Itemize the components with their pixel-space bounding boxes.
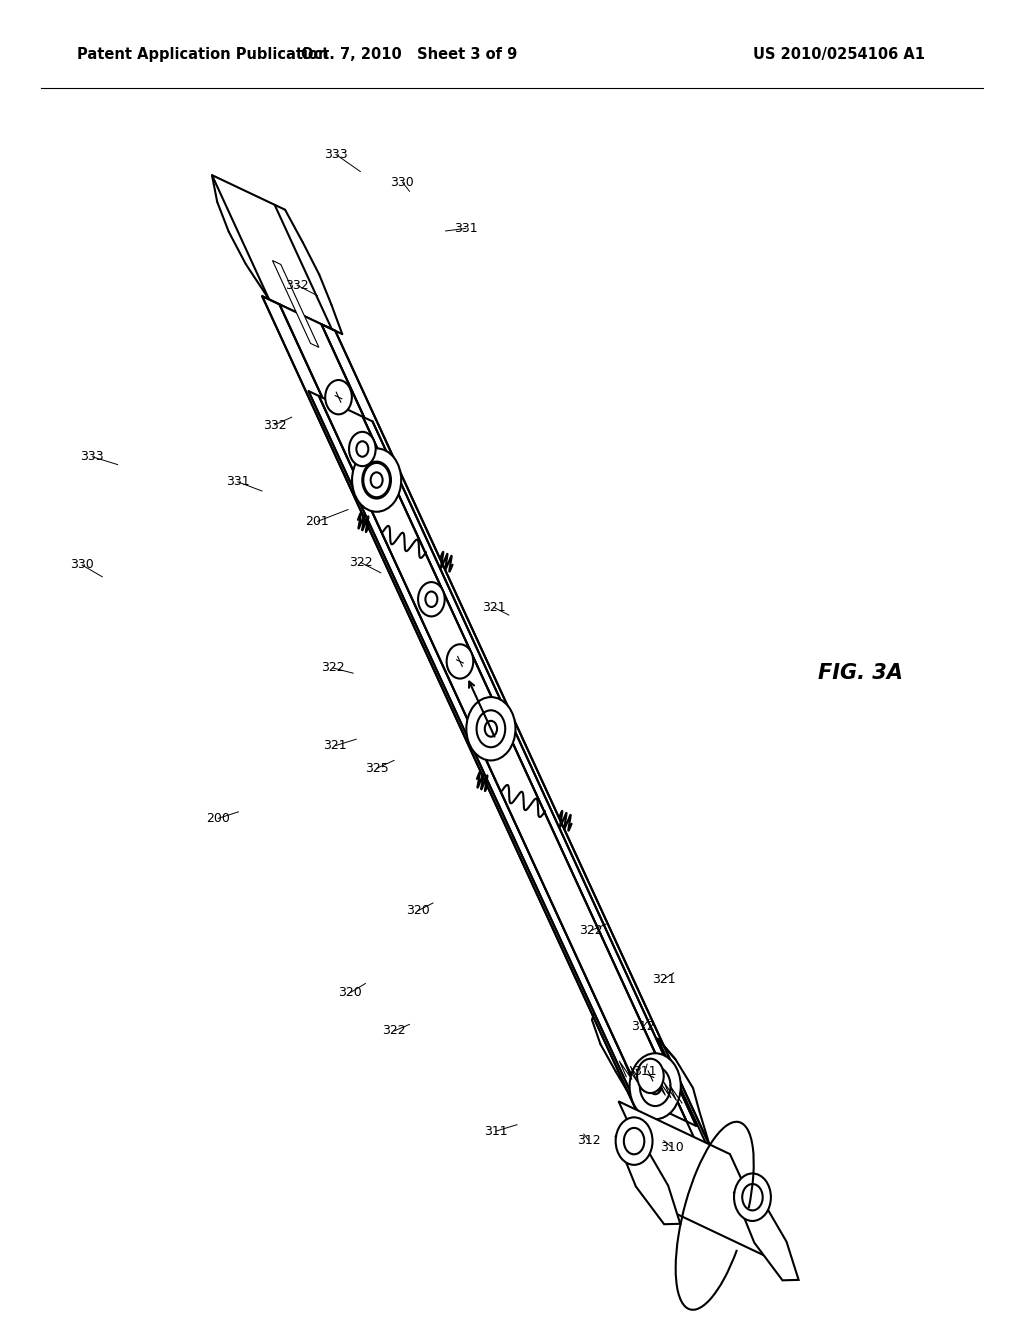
Text: 320: 320: [406, 904, 430, 917]
Circle shape: [446, 644, 473, 678]
Circle shape: [371, 473, 383, 488]
Text: 333: 333: [80, 450, 104, 463]
Circle shape: [418, 582, 444, 616]
Text: 312: 312: [577, 1134, 601, 1147]
Polygon shape: [318, 396, 686, 1122]
Text: 322: 322: [382, 1024, 407, 1038]
Text: 321: 321: [651, 973, 676, 986]
Polygon shape: [262, 296, 660, 1134]
Circle shape: [371, 473, 383, 488]
Text: Patent Application Publication: Patent Application Publication: [77, 48, 329, 62]
Text: US 2010/0254106 A1: US 2010/0254106 A1: [753, 48, 925, 62]
Text: 331: 331: [225, 475, 250, 488]
Text: 311: 311: [483, 1125, 508, 1138]
Text: 311: 311: [633, 1065, 657, 1078]
Polygon shape: [734, 1187, 799, 1280]
Text: 331: 331: [454, 222, 478, 235]
Circle shape: [484, 721, 497, 737]
Text: 322: 322: [321, 661, 345, 675]
Text: 325: 325: [365, 762, 389, 775]
Text: 310: 310: [659, 1140, 684, 1154]
Circle shape: [425, 591, 437, 607]
Polygon shape: [272, 260, 318, 347]
Circle shape: [364, 463, 390, 498]
Circle shape: [356, 441, 369, 457]
Text: 322: 322: [579, 924, 603, 937]
Text: 200: 200: [206, 812, 230, 825]
Circle shape: [349, 432, 376, 466]
Text: 322: 322: [348, 556, 373, 569]
Circle shape: [624, 1127, 644, 1154]
Polygon shape: [618, 1101, 780, 1263]
Text: 330: 330: [70, 558, 94, 572]
Text: 321: 321: [481, 601, 506, 614]
Text: 330: 330: [390, 176, 415, 189]
Circle shape: [630, 1053, 681, 1119]
Polygon shape: [615, 1131, 680, 1224]
Text: 333: 333: [324, 148, 348, 161]
Text: 332: 332: [262, 418, 287, 432]
Text: 201: 201: [305, 515, 330, 528]
Polygon shape: [212, 176, 332, 329]
Circle shape: [649, 1078, 662, 1094]
Circle shape: [734, 1173, 771, 1221]
Circle shape: [615, 1117, 652, 1164]
Circle shape: [352, 449, 401, 512]
Polygon shape: [308, 391, 643, 1101]
Circle shape: [466, 697, 515, 760]
Text: 320: 320: [338, 986, 362, 999]
Circle shape: [640, 1067, 671, 1106]
Text: 321: 321: [323, 739, 347, 752]
Circle shape: [476, 710, 505, 747]
Polygon shape: [595, 1010, 715, 1163]
Polygon shape: [322, 325, 716, 1160]
Polygon shape: [280, 305, 702, 1154]
Circle shape: [326, 380, 352, 414]
Text: 332: 332: [285, 279, 309, 292]
Circle shape: [742, 1184, 763, 1210]
Text: 312: 312: [631, 1020, 655, 1034]
Text: Oct. 7, 2010   Sheet 3 of 9: Oct. 7, 2010 Sheet 3 of 9: [301, 48, 518, 62]
Circle shape: [362, 462, 391, 499]
Polygon shape: [362, 417, 696, 1126]
Circle shape: [637, 1059, 664, 1093]
Text: FIG. 3A: FIG. 3A: [818, 663, 902, 684]
